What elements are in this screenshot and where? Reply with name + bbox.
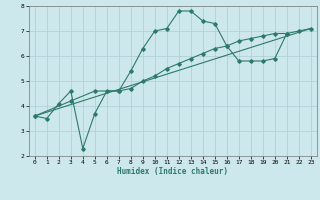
X-axis label: Humidex (Indice chaleur): Humidex (Indice chaleur) bbox=[117, 167, 228, 176]
